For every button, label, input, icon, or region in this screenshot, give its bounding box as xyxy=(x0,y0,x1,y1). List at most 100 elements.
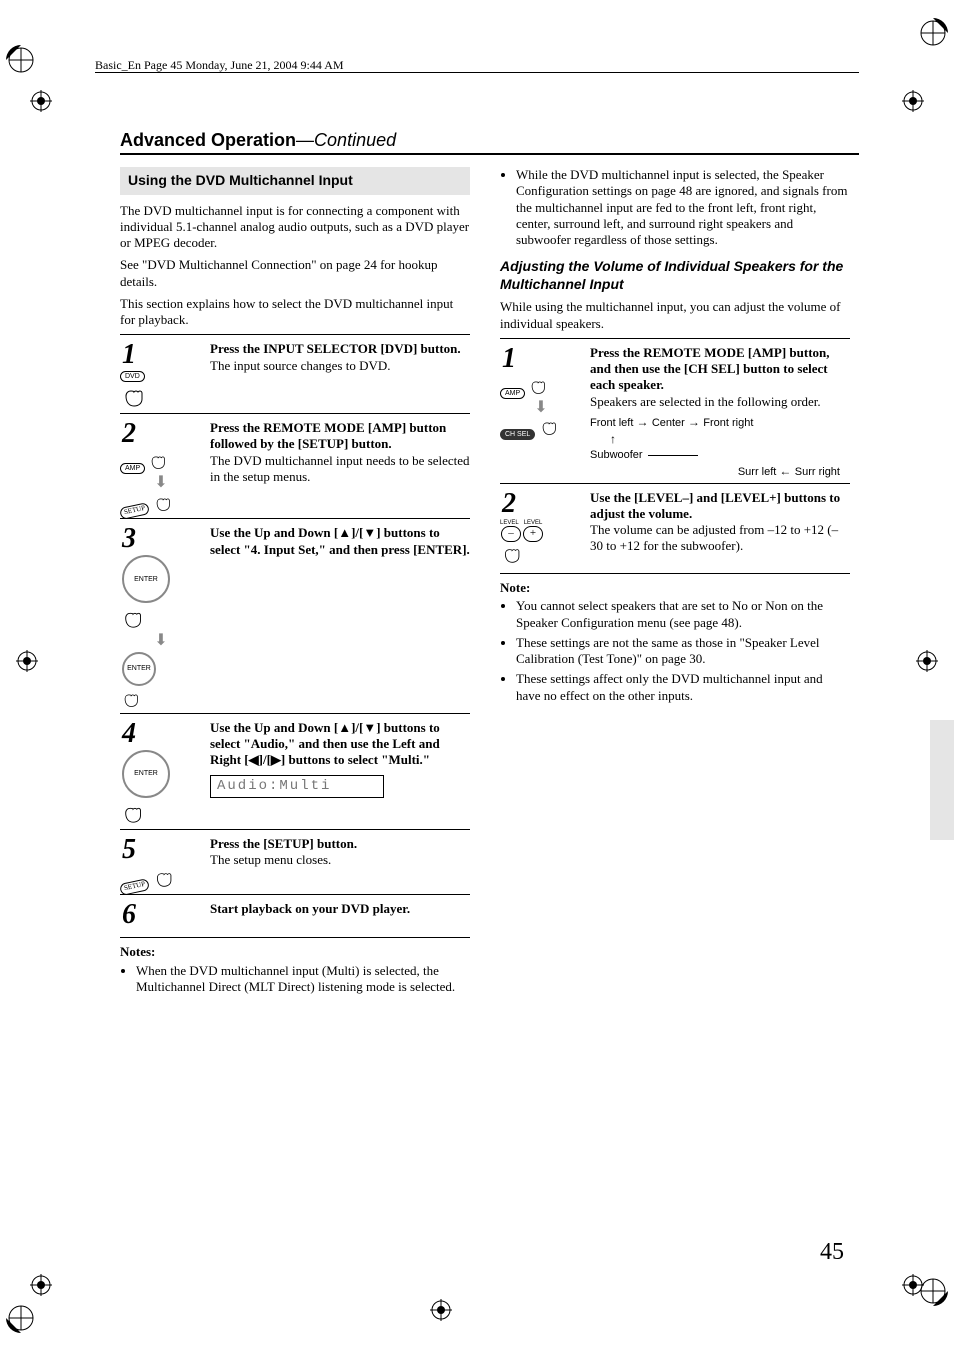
section-title-continued: —Continued xyxy=(296,130,396,150)
rule xyxy=(120,937,470,938)
hand-pointer-icon xyxy=(152,492,176,515)
crop-mark-bottom-left xyxy=(6,1303,36,1333)
flow-node: Subwoofer xyxy=(590,449,643,461)
flow-node: Center xyxy=(652,417,685,429)
hand-pointer-icon xyxy=(147,450,171,473)
level-plus-button-icon: + xyxy=(523,526,543,542)
hand-pointer-icon xyxy=(120,605,148,632)
section-title-main: Advanced Operation xyxy=(120,130,296,150)
thumb-index-tab xyxy=(930,720,954,840)
notes-label: Notes: xyxy=(120,944,470,960)
connector-line xyxy=(648,455,698,456)
registration-mark-icon xyxy=(916,650,938,672)
registration-mark-icon xyxy=(16,650,38,672)
registration-mark-icon xyxy=(902,90,924,112)
remote-button-icon: DVD xyxy=(120,371,202,411)
remote-button-icon: ENTER xyxy=(120,750,202,827)
intro-paragraph: See "DVD Multichannel Connection" on pag… xyxy=(120,257,470,290)
intro-paragraph: The DVD multichannel input is for connec… xyxy=(120,203,470,252)
registration-mark-icon xyxy=(902,1274,924,1296)
remote-button-icon: SETUP xyxy=(120,866,202,893)
step-detail: The setup menu closes. xyxy=(210,852,331,867)
registration-mark-icon xyxy=(30,1274,52,1296)
speaker-order-diagram: Front left → Center → Front right ↑ Subw xyxy=(590,414,850,481)
remote-button-icon: ENTER ⬇ ENTER xyxy=(120,555,202,710)
step-number: 5 xyxy=(122,836,202,864)
remote-button-icon: AMP ⬇ CH SEL xyxy=(500,375,582,441)
hand-pointer-icon xyxy=(120,800,148,827)
notes-list: When the DVD multichannel input (Multi) … xyxy=(120,963,470,996)
step-instruction: Press the [SETUP] button. xyxy=(210,836,357,851)
enter-wheel-icon: ENTER xyxy=(122,555,170,603)
step-row: 2 AMP ⬇ SETUP xyxy=(120,413,470,518)
list-item: These settings are not the same as those… xyxy=(516,635,850,668)
header-rule xyxy=(95,72,859,73)
rule xyxy=(500,573,850,574)
step-detail: Speakers are selected in the following o… xyxy=(590,394,821,409)
step-number: 1 xyxy=(122,341,202,369)
step-instruction: Start playback on your DVD player. xyxy=(210,901,410,916)
subheading-box: Using the DVD Multichannel Input xyxy=(120,167,470,195)
dvd-button-icon: DVD xyxy=(120,371,145,382)
down-arrow-icon: ⬇ xyxy=(120,474,202,492)
step-row: 4 ENTER Use the Up and Down [▲]/[▼] butt… xyxy=(120,713,470,829)
registration-mark-icon xyxy=(30,90,52,112)
lcd-display: Audio:Multi xyxy=(210,775,384,799)
left-column: Using the DVD Multichannel Input The DVD… xyxy=(120,167,470,1001)
amp-button-icon: AMP xyxy=(120,463,145,474)
level-label: LEVEL xyxy=(524,520,543,526)
step-number: 3 xyxy=(122,525,202,553)
enter-wheel-icon: ENTER xyxy=(122,750,170,798)
header-metadata: Basic_En Page 45 Monday, June 21, 2004 9… xyxy=(95,58,344,73)
step-number: 2 xyxy=(502,490,582,518)
intro-paragraph: While using the multichannel input, you … xyxy=(500,299,850,332)
page-number: 45 xyxy=(820,1239,844,1266)
down-arrow-icon: ⬇ xyxy=(120,632,202,650)
page-content: Advanced Operation—Continued Using the D… xyxy=(120,130,859,1261)
step-instruction: Press the REMOTE MODE [AMP] button follo… xyxy=(210,420,446,451)
crop-mark-top-left xyxy=(6,45,36,75)
step-row: 3 ENTER ⬇ ENTER xyxy=(120,518,470,712)
hand-pointer-icon xyxy=(527,375,551,398)
flow-node: Surr left xyxy=(738,466,777,478)
step-detail: The volume can be adjusted from –12 to +… xyxy=(590,522,838,553)
step-number: 6 xyxy=(122,901,202,929)
intro-paragraph: This section explains how to select the … xyxy=(120,296,470,329)
hand-pointer-icon xyxy=(120,382,150,411)
setup-button-icon: SETUP xyxy=(119,878,150,896)
list-item: These settings affect only the DVD multi… xyxy=(516,671,850,704)
arrow-up-icon: ↑ xyxy=(610,431,616,448)
hand-pointer-icon xyxy=(120,688,144,711)
step-row: 1 AMP ⬇ CH SEL xyxy=(500,338,850,483)
step-detail: The input source changes to DVD. xyxy=(210,358,391,373)
step-instruction: Use the Up and Down [▲]/[▼] buttons to s… xyxy=(210,720,440,768)
notes-label: Note: xyxy=(500,580,850,596)
amp-button-icon: AMP xyxy=(500,388,525,399)
hand-pointer-icon xyxy=(538,416,562,439)
list-item: You cannot select speakers that are set … xyxy=(516,598,850,631)
remote-button-icon: LEVEL LEVEL –+ xyxy=(500,520,582,567)
registration-mark-icon xyxy=(430,1299,452,1321)
chsel-button-icon: CH SEL xyxy=(500,429,535,440)
setup-button-icon: SETUP xyxy=(119,502,150,520)
step-number: 4 xyxy=(122,720,202,748)
right-column: While the DVD multichannel input is sele… xyxy=(500,167,850,1001)
hand-pointer-icon xyxy=(152,866,178,891)
hand-pointer-icon xyxy=(500,542,526,567)
level-label: LEVEL xyxy=(500,520,519,526)
step-row: 5 SETUP Press the [SETUP] button. The se… xyxy=(120,829,470,895)
step-row: 2 LEVEL LEVEL –+ xyxy=(500,483,850,569)
section-rule xyxy=(120,153,859,155)
flow-node: Surr right xyxy=(795,466,840,478)
list-item: While the DVD multichannel input is sele… xyxy=(516,167,850,248)
step-instruction: Press the INPUT SELECTOR [DVD] button. xyxy=(210,341,461,356)
crop-mark-top-right xyxy=(918,18,948,48)
notes-list: You cannot select speakers that are set … xyxy=(500,598,850,704)
subheading-italic: Adjusting the Volume of Individual Speak… xyxy=(500,258,850,293)
down-arrow-icon: ⬇ xyxy=(500,399,582,417)
level-minus-button-icon: – xyxy=(501,526,521,542)
step-row: 6 Start playback on your DVD player. xyxy=(120,894,470,933)
step-instruction: Use the [LEVEL–] and [LEVEL+] buttons to… xyxy=(590,490,840,521)
step-row: 1 DVD Press the INPUT SELECTOR [DVD] but… xyxy=(120,334,470,413)
arrow-right-icon: → xyxy=(636,415,651,429)
